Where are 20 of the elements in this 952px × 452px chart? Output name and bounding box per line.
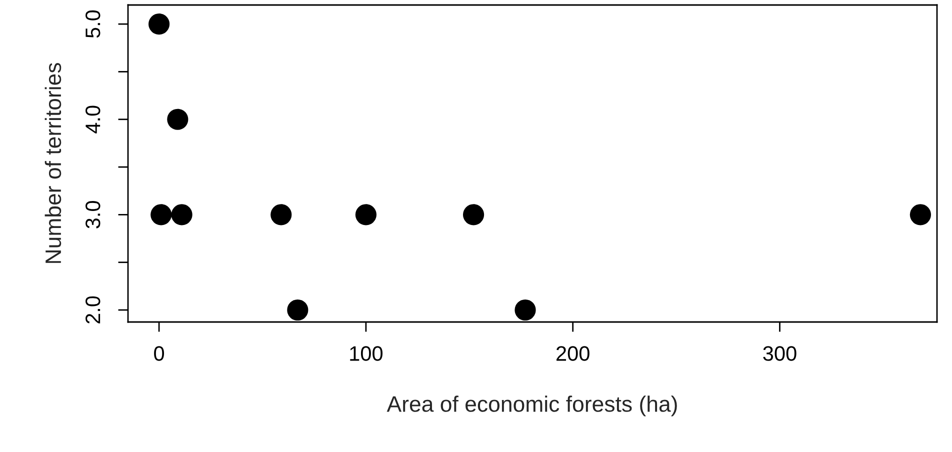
point xyxy=(355,204,376,226)
point xyxy=(514,299,536,321)
x-tick-label: 100 xyxy=(350,346,383,361)
y-axis-title: Number of territories xyxy=(44,63,62,263)
y-tick-label: 4.0 xyxy=(86,106,100,134)
x-tick-label: 0 xyxy=(154,346,164,361)
point xyxy=(148,14,170,35)
y-tick-label: 2.0 xyxy=(86,296,100,324)
point xyxy=(287,299,308,321)
x-tick-label: 200 xyxy=(556,346,590,361)
point xyxy=(150,204,172,226)
x-axis-title: Area of economic forests (ha) xyxy=(386,396,677,416)
x-tick-label: 300 xyxy=(763,346,796,361)
point xyxy=(270,204,292,226)
point xyxy=(910,204,931,226)
point xyxy=(463,204,484,226)
y-tick-label: 5.0 xyxy=(86,10,100,38)
point xyxy=(167,108,188,130)
y-tick-label: 3.0 xyxy=(86,201,100,228)
point xyxy=(171,204,192,226)
